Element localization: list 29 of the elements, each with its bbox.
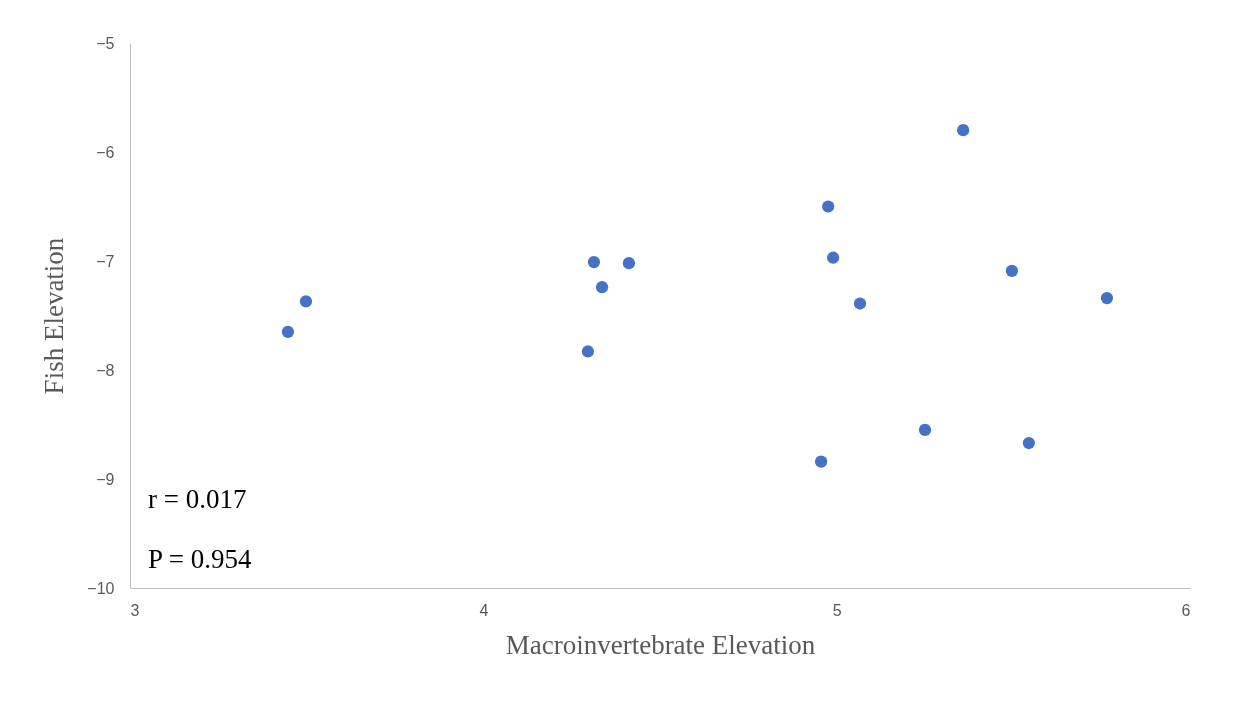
y-tick-label: −8 (96, 361, 115, 379)
y-tick-label: −10 (87, 579, 115, 597)
y-tick-label: −7 (96, 252, 115, 270)
y-tick-label: −5 (96, 34, 115, 52)
point (1100, 291, 1114, 305)
annotation: P = 0.954 (148, 544, 252, 574)
y-tick-label: −6 (96, 143, 115, 161)
point (822, 200, 835, 213)
y-tick-label: −9 (96, 470, 115, 488)
x-axis-title: Macroinvertebrate Elevation (505, 629, 816, 660)
point (595, 281, 609, 294)
point (1005, 264, 1019, 277)
point (1022, 436, 1035, 450)
point (581, 345, 595, 358)
x-tick-label: 5 (832, 601, 842, 619)
point (299, 295, 313, 308)
x-tick-label: 6 (1181, 601, 1191, 619)
x-tick-label: 3 (130, 601, 140, 619)
annotation: r = 0.017 (148, 484, 247, 514)
y-axis-title: Fish Elevation (39, 237, 70, 395)
point (957, 124, 970, 137)
point (587, 255, 601, 269)
point (622, 257, 636, 270)
point (815, 455, 828, 468)
point (918, 423, 932, 437)
point (827, 251, 840, 264)
x-tick-label: 4 (479, 601, 489, 619)
point (281, 325, 295, 338)
point (853, 297, 867, 310)
